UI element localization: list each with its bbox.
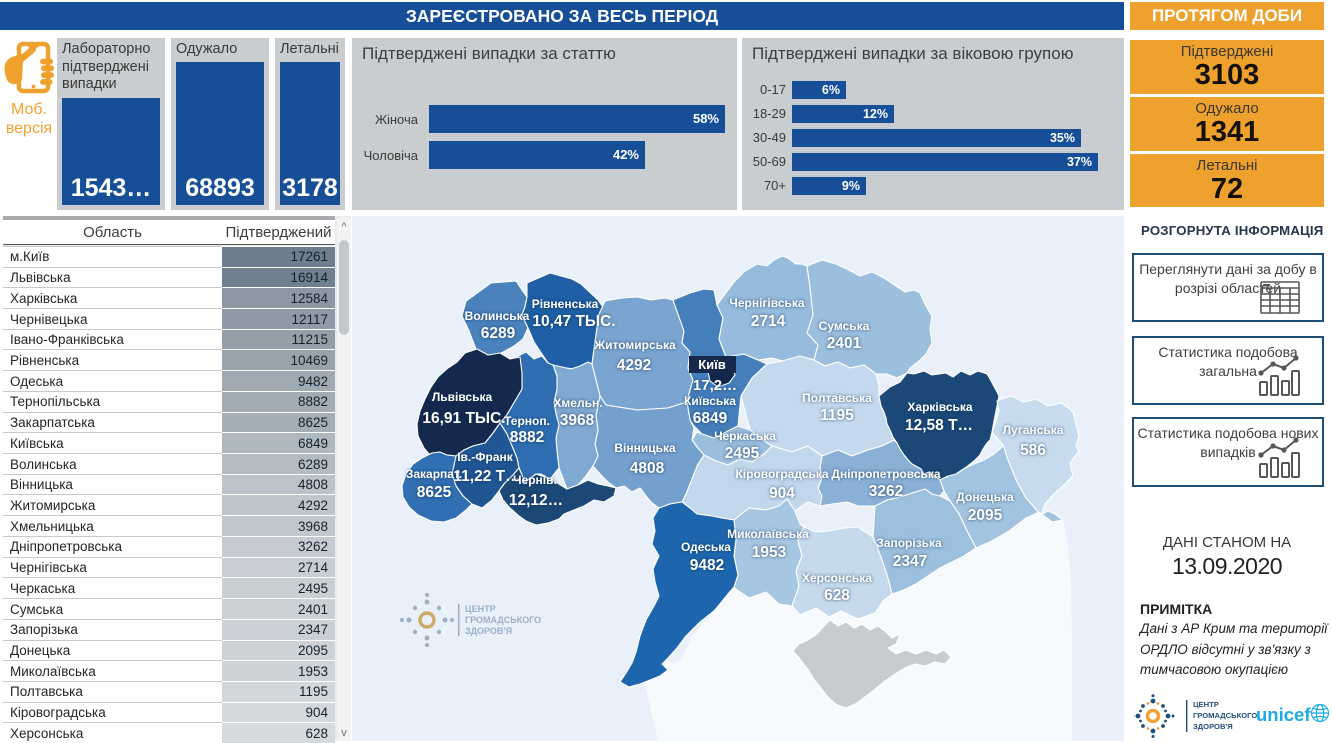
- svg-text:Миколаївська: Миколаївська: [727, 527, 809, 541]
- svg-text:Терноп.: Терноп.: [504, 414, 550, 428]
- svg-text:2495: 2495: [725, 445, 760, 462]
- svg-text:Чернігівська: Чернігівська: [729, 296, 804, 310]
- svg-text:Рівненська: Рівненська: [532, 297, 599, 311]
- svg-text:4808: 4808: [630, 460, 665, 477]
- svg-text:3262: 3262: [869, 483, 903, 500]
- svg-text:ГРОМАДСЬКОГО: ГРОМАДСЬКОГО: [465, 615, 541, 625]
- svg-text:Черкаська: Черкаська: [714, 429, 776, 443]
- svg-text:Одеська: Одеська: [681, 540, 731, 554]
- svg-text:Полтавська: Полтавська: [802, 391, 872, 405]
- svg-text:904: 904: [769, 485, 795, 502]
- svg-text:2095: 2095: [968, 507, 1003, 524]
- svg-text:6289: 6289: [481, 325, 516, 342]
- svg-text:Дніпропетровська: Дніпропетровська: [831, 467, 940, 481]
- svg-text:12,12…: 12,12…: [509, 492, 563, 509]
- svg-text:Львівська: Львівська: [432, 390, 493, 404]
- svg-text:Донецька: Донецька: [956, 490, 1014, 504]
- svg-text:9482: 9482: [690, 557, 724, 574]
- svg-text:Київська: Київська: [684, 394, 736, 408]
- svg-text:ЗДОРОВ'Я: ЗДОРОВ'Я: [1193, 722, 1233, 731]
- svg-text:ЦЕНТР: ЦЕНТР: [465, 604, 496, 614]
- svg-text:6849: 6849: [693, 410, 728, 427]
- svg-text:Київ: Київ: [698, 357, 726, 372]
- svg-text:586: 586: [1020, 442, 1046, 459]
- svg-text:2714: 2714: [751, 313, 786, 330]
- svg-text:Волинська: Волинська: [465, 309, 530, 323]
- svg-text:Чернів.: Чернів.: [513, 473, 557, 487]
- svg-text:1195: 1195: [820, 407, 854, 424]
- svg-text:8882: 8882: [510, 429, 544, 446]
- svg-text:8625: 8625: [417, 484, 452, 501]
- svg-text:628: 628: [824, 587, 850, 604]
- svg-text:10,47 ТЫС.: 10,47 ТЫС.: [532, 313, 615, 330]
- svg-text:16,91 ТЫС.: 16,91 ТЫС.: [422, 410, 505, 427]
- svg-text:11,22 Т…: 11,22 Т…: [453, 468, 520, 485]
- svg-text:Хмельн.: Хмельн.: [553, 396, 602, 410]
- svg-text:17,2…: 17,2…: [693, 377, 737, 394]
- svg-text:Ів.-Франк: Ів.-Франк: [457, 450, 514, 464]
- svg-text:2347: 2347: [893, 553, 927, 570]
- svg-text:ЦЕНТР: ЦЕНТР: [1193, 700, 1219, 709]
- svg-text:unicef: unicef: [1256, 704, 1311, 725]
- svg-text:3968: 3968: [560, 412, 595, 429]
- svg-text:12,58 Т…: 12,58 Т…: [905, 417, 973, 434]
- svg-text:Житомирська: Житомирська: [593, 338, 676, 352]
- svg-text:4292: 4292: [617, 357, 651, 374]
- svg-text:Закарпат.: Закарпат.: [406, 467, 462, 481]
- svg-text:Харківська: Харківська: [907, 400, 972, 414]
- svg-text:Кіровоградська: Кіровоградська: [735, 467, 828, 481]
- svg-text:ГРОМАДСЬКОГО: ГРОМАДСЬКОГО: [1193, 711, 1257, 720]
- svg-text:Вінницька: Вінницька: [614, 441, 676, 455]
- svg-text:ЗДОРОВ'Я: ЗДОРОВ'Я: [465, 626, 512, 636]
- svg-text:Запорізька: Запорізька: [876, 536, 942, 550]
- svg-text:Луганська: Луганська: [1003, 423, 1064, 437]
- svg-text:Сумська: Сумська: [819, 319, 870, 333]
- svg-text:1953: 1953: [752, 544, 787, 561]
- svg-text:Херсонська: Херсонська: [802, 571, 872, 585]
- svg-text:2401: 2401: [827, 335, 862, 352]
